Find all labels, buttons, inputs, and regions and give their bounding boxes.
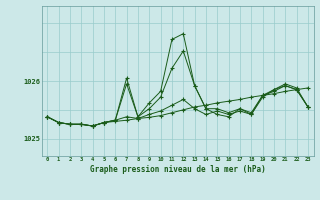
X-axis label: Graphe pression niveau de la mer (hPa): Graphe pression niveau de la mer (hPa) <box>90 165 266 174</box>
